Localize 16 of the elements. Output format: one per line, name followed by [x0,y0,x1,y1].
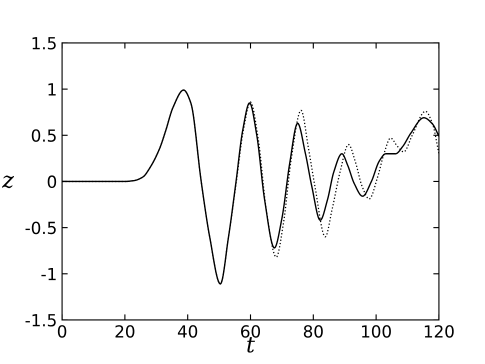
x-tick-label: 0 [58,325,66,338]
y-tick-label: 1.5 [32,37,56,50]
x-tick-label: 100 [362,325,391,338]
y-tick-label: 1 [48,83,56,96]
y-tick-label: -0.5 [26,222,56,234]
x-tick-label: 20 [116,325,134,338]
x-tick-label: 120 [424,325,454,338]
y-tick-label: -1.5 [26,314,56,327]
x-tick-label: 60 [241,325,260,338]
y-axis-title: z [2,175,14,188]
x-tick-label: 40 [178,325,198,338]
y-tick-label: 0 [48,175,56,188]
y-tick-label: -1 [41,268,56,280]
x-tick-label: 80 [304,325,323,338]
x-axis-title: t [247,337,255,353]
y-tick-label: 0.5 [32,129,56,142]
